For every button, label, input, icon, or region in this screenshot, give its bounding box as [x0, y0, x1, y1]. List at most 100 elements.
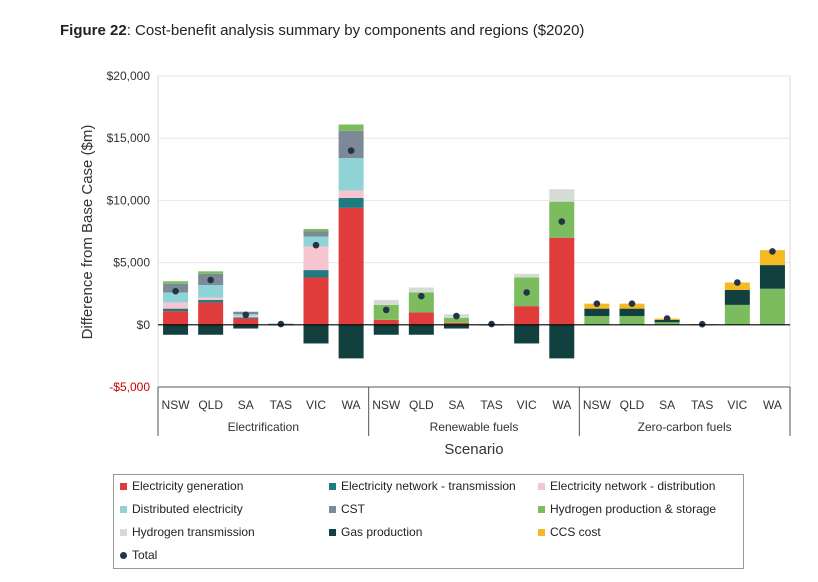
total-marker-wa	[558, 218, 566, 225]
total-marker-nsw	[382, 306, 390, 314]
legend-label: Gas production	[341, 525, 423, 539]
total-marker-tas	[488, 320, 495, 328]
bar-h2_prod-nsw	[163, 281, 189, 284]
axes-layer: $20,000 $15,000 $10,000 $5,000 $0 -$5,000 NSW Q…	[107, 69, 791, 436]
bar-ccs-wa	[759, 250, 785, 266]
bar-elec_gen-sa	[443, 322, 469, 325]
x-tick-label-qld: QLD	[620, 398, 645, 412]
x-tick-label-nsw: NSW	[583, 398, 612, 412]
bar-h2_prod-vic	[724, 304, 750, 325]
bar-net_trans-qld	[198, 299, 224, 303]
bar-dist_elec-qld	[198, 284, 224, 298]
x-tick-label-vic: VIC	[727, 398, 747, 412]
y-tick-label: -$5,000	[109, 380, 150, 394]
plot-frame	[157, 75, 791, 388]
legend-item-cst: CST	[329, 502, 365, 516]
figure-caption: : Cost-benefit analysis summary by compo…	[126, 22, 585, 39]
bar-elec_gen-nsw	[163, 311, 189, 325]
bar-gas_prod-wa	[759, 265, 785, 289]
plot-border	[157, 75, 791, 388]
bar-net_trans-wa	[338, 197, 364, 208]
bar-gas_prod-nsw	[163, 324, 189, 335]
group-label-zero-carbon-fuels: Zero-carbon fuels	[638, 420, 732, 434]
total-marker-vic	[523, 289, 530, 296]
legend-label: Total	[132, 548, 158, 562]
bar-elec_gen-qld	[408, 312, 434, 325]
bar-elec_gen-sa	[233, 318, 259, 325]
bar-net_trans-vic	[303, 270, 329, 278]
total-marker-nsw	[593, 300, 601, 307]
legend-item-total: Total	[120, 548, 157, 562]
x-tick-label-tas: TAS	[691, 398, 713, 412]
y-tick-label: $0	[137, 318, 151, 332]
bar-h2_prod-qld	[408, 292, 434, 313]
bar-elec_gen-wa	[549, 237, 575, 325]
total-marker-qld	[628, 300, 636, 307]
figure-title: Figure 22: Cost-benefit analysis summary…	[60, 22, 584, 39]
legend-swatch	[120, 505, 127, 513]
group-label-renewable-fuels: Renewable fuels	[430, 420, 519, 434]
total-marker-qld	[418, 292, 425, 300]
x-tick-label-sa: SA	[238, 398, 254, 412]
legend-item-h2_prod: Hydrogen production & storage	[538, 502, 716, 516]
group-label-electrification: Electrification	[228, 420, 299, 434]
bar-dist_elec-wa	[338, 158, 364, 191]
legend-label: Distributed electricity	[132, 502, 243, 516]
bar-h2_prod-qld	[619, 316, 645, 325]
bar-gas_prod-vic	[514, 324, 540, 344]
total-marker-tas	[698, 320, 706, 328]
bar-cst-wa	[338, 130, 364, 159]
total-marker-nsw	[172, 287, 179, 295]
bar-elec_gen-qld	[198, 302, 224, 325]
bar-h2_trans-nsw	[373, 299, 399, 305]
y-tick-label: $20,000	[107, 69, 151, 83]
total-marker-wa	[347, 147, 355, 154]
bar-gas_prod-qld	[198, 324, 224, 335]
legend-label: Hydrogen transmission	[132, 525, 255, 539]
legend-label: Electricity generation	[132, 479, 244, 493]
total-marker-qld	[207, 276, 214, 284]
bar-gas_prod-vic	[724, 289, 750, 305]
bar-gas_prod-nsw	[584, 308, 610, 317]
y-tick-label: $5,000	[113, 256, 150, 270]
bar-net_dist-wa	[338, 190, 364, 198]
legend-swatch	[538, 505, 545, 513]
total-marker-sa	[242, 311, 250, 319]
legend-swatch	[538, 482, 545, 490]
x-tick-label-qld: QLD	[198, 398, 223, 412]
bar-h2_trans-wa	[549, 189, 575, 202]
legend-swatch	[329, 482, 336, 490]
legend-label: CCS cost	[550, 525, 601, 539]
bar-cst-vic	[303, 231, 329, 237]
bar-gas_prod-wa	[338, 324, 364, 359]
bar-h2_trans-vic	[514, 273, 540, 278]
total-marker-sa	[663, 315, 671, 322]
legend-item-net_dist: Electricity network - distribution	[538, 479, 715, 493]
bar-h2_prod-wa	[338, 124, 364, 131]
x-tick-label-vic: VIC	[517, 398, 537, 412]
legend-label: Electricity network - distribution	[550, 479, 716, 493]
x-tick-label-tas: TAS	[270, 398, 292, 412]
legend-item-dist_elec: Distributed electricity	[120, 502, 243, 516]
x-tick-label-sa: SA	[448, 398, 464, 412]
y-tick-label: $10,000	[107, 193, 151, 207]
bar-h2_trans-qld	[408, 287, 434, 293]
legend: Electricity generation Electricity networ…	[113, 474, 744, 569]
x-tick-label-vic: VIC	[306, 398, 326, 412]
bar-net_dist-nsw	[163, 302, 189, 309]
bar-gas_prod-qld	[408, 324, 434, 335]
x-tick-label-wa: WA	[342, 398, 361, 412]
legend-label: Hydrogen production & storage	[550, 502, 717, 516]
bar-elec_gen-vic	[303, 277, 329, 325]
x-tick-label-wa: WA	[552, 398, 571, 412]
total-marker-vic	[734, 279, 741, 286]
bar-gas_prod-qld	[619, 308, 645, 317]
bar-elec_gen-wa	[338, 207, 364, 325]
legend-dot	[120, 551, 127, 559]
x-axis-title: Scenario	[444, 441, 503, 458]
bar-ccs-vic	[724, 282, 750, 290]
legend-item-gas_prod: Gas production	[329, 525, 422, 539]
total-marker-wa	[769, 248, 776, 255]
total-marker-vic	[312, 241, 320, 249]
total-marker-sa	[453, 312, 460, 320]
